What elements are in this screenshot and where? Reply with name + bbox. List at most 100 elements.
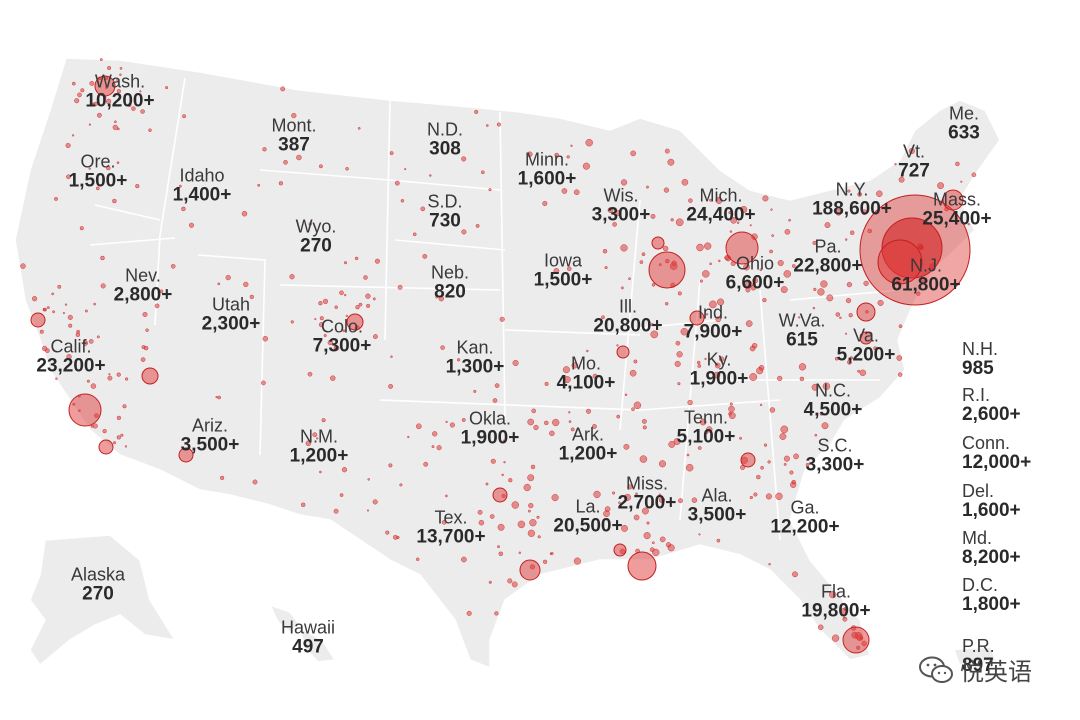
county-dot: [635, 492, 638, 496]
county-dot: [566, 155, 570, 159]
county-dot: [367, 509, 370, 512]
county-dot: [290, 320, 294, 324]
dc-bubble: [859, 331, 873, 345]
county-dot: [43, 307, 47, 312]
county-dot: [678, 498, 683, 504]
county-dot: [780, 425, 789, 434]
county-dot: [72, 81, 76, 86]
county-dot: [536, 515, 540, 519]
county-dot: [714, 362, 721, 369]
county-dot: [898, 324, 903, 329]
case-count: 1,600+: [962, 499, 1021, 521]
county-dot: [357, 127, 361, 130]
county-dot: [667, 158, 675, 166]
county-dot: [652, 548, 660, 557]
county-dot: [788, 218, 791, 222]
county-dot: [135, 184, 140, 189]
county-dot: [756, 367, 764, 375]
county-dot: [492, 398, 498, 403]
county-dot: [321, 418, 326, 423]
county-dot: [616, 344, 619, 347]
state-name: Md.: [962, 528, 993, 548]
county-dot: [704, 242, 712, 250]
county-dot: [691, 497, 698, 503]
county-dot: [621, 525, 628, 532]
county-dot: [861, 209, 868, 215]
county-dot: [663, 187, 670, 193]
county-dot: [717, 298, 725, 306]
county-dot: [691, 206, 695, 210]
county-dot: [80, 88, 85, 93]
county-dot: [475, 223, 480, 228]
county-dot: [652, 541, 655, 545]
county-dot: [573, 557, 581, 565]
county-dot: [877, 299, 884, 306]
county-dot: [662, 245, 669, 252]
county-dot: [593, 490, 601, 499]
county-dot: [846, 282, 853, 288]
county-dot: [771, 234, 775, 237]
county-dot: [845, 332, 848, 335]
county-dot: [898, 372, 903, 377]
county-dot: [488, 580, 492, 584]
county-dot: [756, 474, 761, 480]
county-dot: [367, 478, 370, 481]
baton-rouge-bubble: [613, 543, 627, 557]
county-dot: [323, 334, 327, 338]
county-dot: [549, 430, 555, 437]
county-dot: [86, 379, 90, 383]
watermark: 悦英语: [918, 652, 1032, 687]
county-dot: [181, 206, 186, 212]
county-dot: [780, 286, 788, 293]
county-dot: [105, 98, 112, 105]
county-dot: [586, 349, 589, 353]
county-dot: [570, 427, 575, 432]
county-dot: [341, 467, 348, 473]
county-dot: [586, 408, 592, 414]
county-dot: [814, 433, 818, 437]
county-dot: [627, 484, 633, 490]
county-dot: [488, 188, 492, 192]
county-dot: [749, 345, 756, 352]
county-dot: [436, 445, 442, 451]
county-dot: [798, 316, 801, 319]
county-dot: [728, 211, 732, 215]
county-dot: [601, 315, 605, 320]
city-case-bubbles: [30, 75, 971, 654]
puerto-rico-shape: [955, 648, 995, 664]
county-dot: [52, 310, 55, 314]
county-dot: [117, 127, 120, 131]
county-dot: [31, 296, 38, 302]
county-dot: [745, 320, 753, 327]
county-dot: [718, 356, 725, 362]
county-dot: [333, 345, 340, 351]
county-dot: [225, 275, 231, 281]
county-dot: [74, 98, 80, 104]
county-dot: [798, 363, 807, 371]
county-dot: [745, 280, 753, 289]
county-dot: [894, 163, 897, 166]
la-bubble: [68, 393, 102, 427]
county-dot: [573, 189, 580, 195]
county-dot: [603, 510, 610, 518]
county-dot: [805, 462, 810, 467]
county-dot: [792, 264, 796, 268]
county-dot: [677, 291, 682, 296]
wechat-icon: [919, 656, 953, 683]
county-dot: [249, 294, 254, 299]
county-dot: [822, 382, 831, 390]
county-dot: [354, 256, 359, 261]
county-dot: [537, 535, 541, 539]
county-dot: [628, 277, 631, 281]
county-dot: [529, 519, 537, 527]
county-dot: [673, 438, 681, 445]
county-dot: [698, 533, 701, 536]
county-dot: [400, 199, 405, 203]
county-dot: [544, 420, 549, 426]
case-count: 12,000+: [962, 451, 1032, 473]
county-dot: [407, 435, 410, 439]
chicago-bubble: [648, 251, 686, 289]
county-dot: [474, 109, 479, 114]
county-dot: [116, 78, 120, 82]
county-dot: [71, 134, 75, 137]
